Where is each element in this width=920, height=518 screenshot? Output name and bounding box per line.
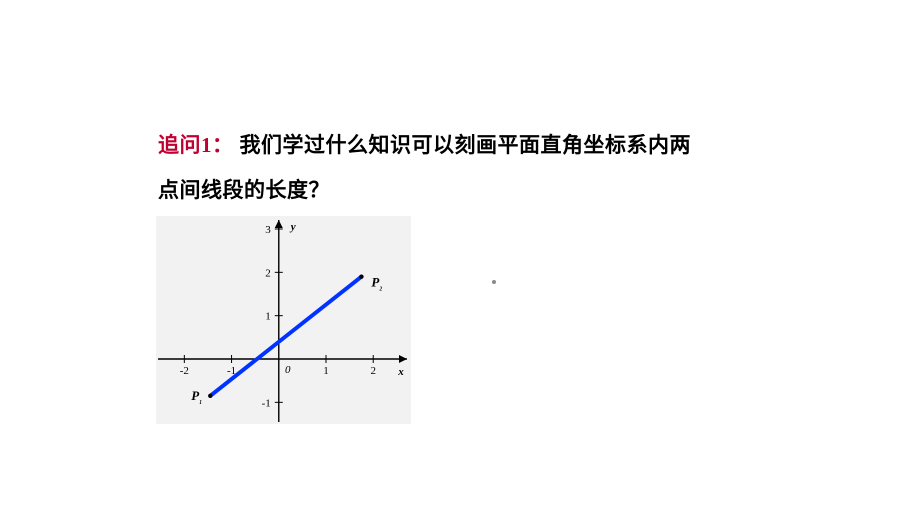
bullet-icon	[492, 280, 496, 284]
svg-text:-2: -2	[180, 365, 189, 377]
chart-svg: -2-112-11230xyP₁P₂	[156, 216, 411, 424]
svg-text:2: 2	[370, 365, 376, 377]
page: 追问1：我们学过什么知识可以刻画平面直角坐标系内两 点间线段的长度？ -2 -1 1…	[0, 0, 920, 518]
svg-text:-1: -1	[262, 397, 271, 409]
svg-text:1: 1	[265, 311, 271, 323]
svg-text:3: 3	[265, 224, 271, 236]
question-line-1-text: 我们学过什么知识可以刻画平面直角坐标系内两	[240, 133, 692, 157]
svg-text:0: 0	[285, 364, 291, 376]
question-line-1: 追问1：我们学过什么知识可以刻画平面直角坐标系内两	[158, 123, 718, 168]
svg-text:x: x	[397, 366, 404, 378]
question-prefix: 追问1：	[158, 133, 234, 157]
svg-text:y: y	[289, 221, 296, 233]
coordinate-chart: -2-112-11230xyP₁P₂	[156, 216, 411, 424]
svg-text:2: 2	[265, 267, 271, 279]
question-line-2: 点间线段的长度？	[158, 168, 718, 213]
svg-text:1: 1	[323, 365, 329, 377]
question-block: 追问1：我们学过什么知识可以刻画平面直角坐标系内两 点间线段的长度？	[158, 123, 718, 213]
